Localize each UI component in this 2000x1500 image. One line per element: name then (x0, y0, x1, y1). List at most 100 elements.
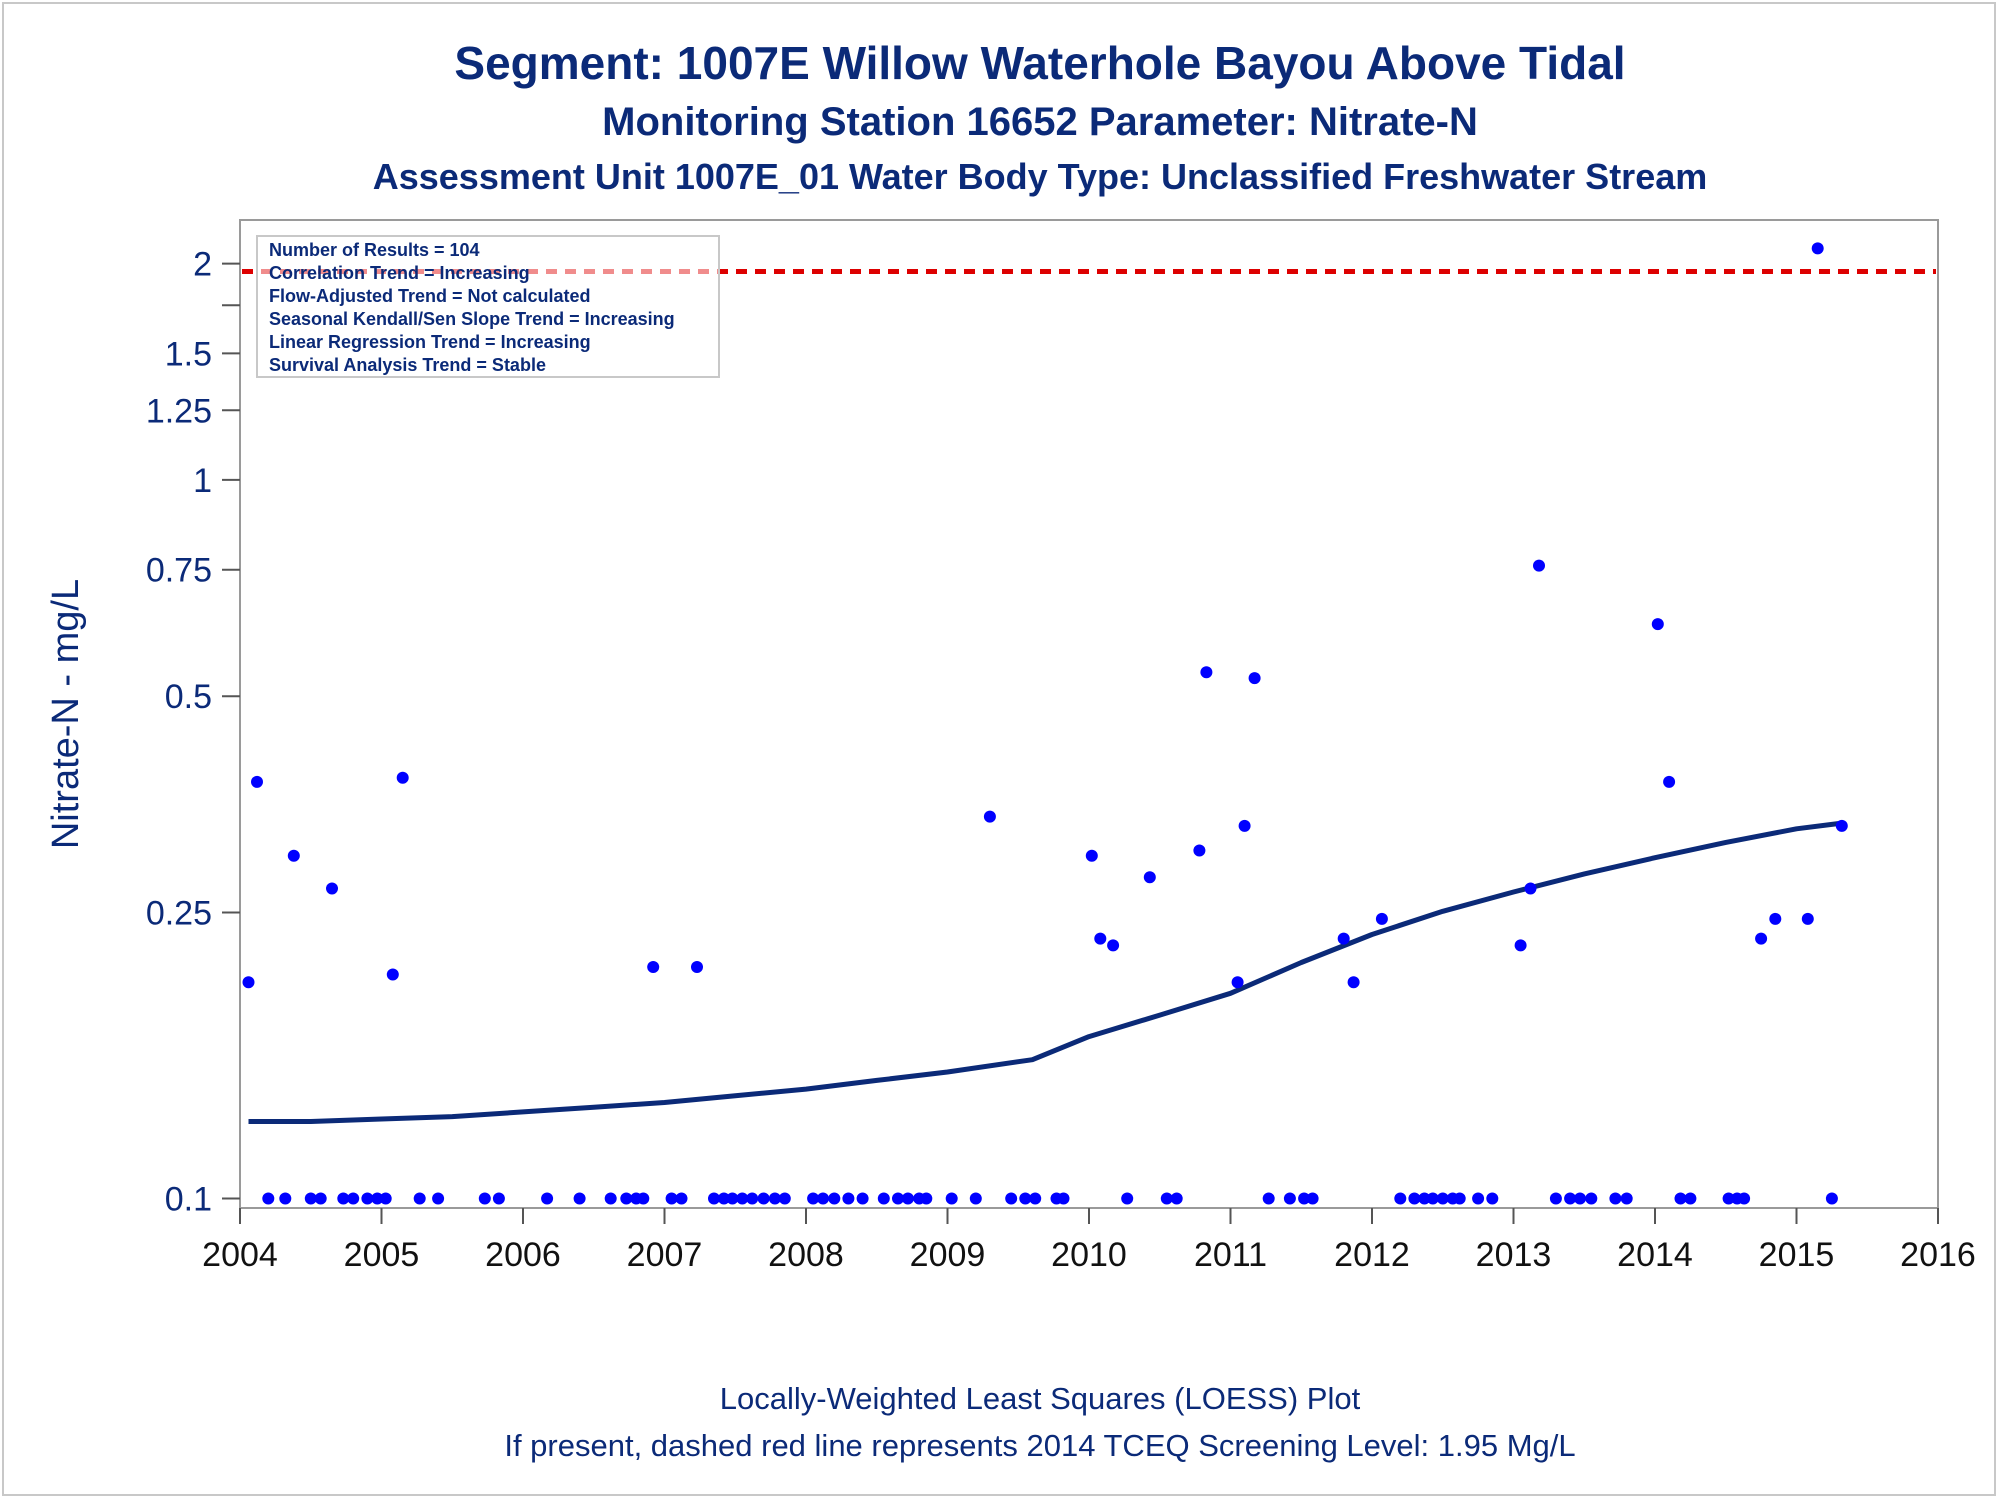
data-point (304, 1192, 317, 1205)
data-point (242, 976, 255, 989)
data-point (1107, 939, 1120, 952)
data-point (856, 1192, 869, 1205)
x-tick-label: 2012 (1334, 1236, 1410, 1274)
data-point (1835, 819, 1848, 832)
chart-subtitle: Monitoring Station 16652 Parameter: Nitr… (602, 100, 1478, 144)
data-point (691, 961, 703, 973)
stats-line: Flow-Adjusted Trend = Not calculated (269, 286, 591, 306)
data-point (1684, 1192, 1697, 1205)
data-point (778, 1192, 791, 1205)
data-point (287, 849, 300, 862)
x-tick-label: 2007 (627, 1236, 703, 1274)
data-point (757, 1192, 770, 1205)
data-point (920, 1192, 933, 1205)
data-point (892, 1192, 904, 1205)
y-axis-label: Nitrate-N - mg/L (45, 579, 87, 849)
data-point (337, 1192, 350, 1205)
data-point (379, 1192, 392, 1205)
data-point (1549, 1192, 1562, 1205)
data-point (1231, 976, 1244, 989)
data-point (842, 1192, 855, 1205)
x-axis: 2004 2005 2006 2007 2008 2009 2010 2011 2012 2013… (202, 1208, 1976, 1274)
x-tick-label: 2006 (485, 1236, 561, 1274)
data-point (736, 1192, 749, 1205)
y-tick-label: 1 (193, 462, 212, 500)
data-point (1722, 1192, 1735, 1205)
data-point (1085, 849, 1098, 862)
data-point (901, 1192, 914, 1205)
data-point (1418, 1192, 1431, 1205)
x-tick-label: 2015 (1759, 1236, 1835, 1274)
data-point (1057, 1192, 1070, 1205)
x-tick-label: 2008 (768, 1236, 844, 1274)
data-point (1651, 618, 1664, 631)
y-axis: 0.1 0.25 0.5 0.75 1 1.25 1.5 2 (146, 246, 240, 1218)
data-point (1524, 882, 1537, 895)
data-point (1801, 912, 1814, 925)
data-point (1375, 912, 1388, 925)
data-point (262, 1192, 275, 1205)
data-point (492, 1192, 505, 1205)
data-point (1514, 939, 1527, 952)
data-point (746, 1192, 759, 1205)
data-point (983, 810, 996, 823)
y-tick-label: 0.25 (146, 895, 212, 933)
data-point (314, 1192, 327, 1205)
data-point (386, 968, 399, 981)
data-point (637, 1192, 650, 1205)
chart-footer-screening-note: If present, dashed red line represents 2… (504, 1428, 1576, 1463)
data-point (969, 1192, 982, 1205)
chart-subtitle-assessment: Assessment Unit 1007E_01 Water Body Type… (372, 156, 1708, 197)
x-tick-label: 2016 (1900, 1236, 1976, 1274)
data-point (1248, 672, 1261, 685)
data-point (1394, 1192, 1407, 1205)
x-tick-label: 2011 (1194, 1236, 1267, 1274)
data-point (371, 1192, 384, 1205)
data-point (1262, 1192, 1275, 1205)
data-point (1200, 666, 1213, 679)
trend-stats-box: Number of Results = 104 Correlation Trend… (256, 235, 720, 378)
y-tick-label: 2 (193, 246, 212, 284)
data-point (1585, 1192, 1598, 1205)
data-points (242, 242, 1848, 1205)
data-point (717, 1192, 730, 1205)
stats-line: Linear Regression Trend = Increasing (269, 332, 591, 352)
x-tick-label: 2010 (1051, 1236, 1127, 1274)
data-point (478, 1192, 491, 1205)
data-point (396, 771, 409, 784)
data-point (708, 1192, 720, 1205)
data-point (675, 1192, 688, 1205)
y-tick-label: 1.25 (146, 392, 212, 430)
data-point (1472, 1192, 1485, 1205)
chart-footer-loess: Locally-Weighted Least Squares (LOESS) P… (719, 1381, 1361, 1416)
data-point (1769, 912, 1782, 925)
data-point (361, 1192, 374, 1205)
data-point (432, 1192, 445, 1205)
data-point (1811, 242, 1824, 255)
data-point (1238, 819, 1251, 832)
data-point (1170, 1192, 1183, 1205)
data-point (1337, 932, 1350, 945)
data-point (945, 1192, 958, 1205)
loess-trend-line (248, 820, 1843, 1124)
data-point (1825, 1192, 1838, 1205)
data-point (1193, 844, 1206, 857)
data-point (1347, 976, 1360, 989)
data-point (251, 775, 263, 788)
data-point (620, 1192, 633, 1205)
data-point (1426, 1192, 1439, 1205)
stats-line: Correlation Trend = Increasing (269, 263, 530, 283)
data-point (1094, 932, 1107, 945)
data-point (1453, 1192, 1466, 1205)
data-point (326, 882, 338, 895)
data-point (1674, 1192, 1687, 1205)
data-point (807, 1192, 820, 1205)
data-point (1663, 775, 1676, 788)
data-point (1306, 1192, 1319, 1205)
data-point (828, 1192, 841, 1205)
y-tick-label: 0.5 (165, 678, 212, 716)
x-tick-label: 2014 (1617, 1236, 1693, 1274)
x-tick-label: 2013 (1476, 1236, 1552, 1274)
